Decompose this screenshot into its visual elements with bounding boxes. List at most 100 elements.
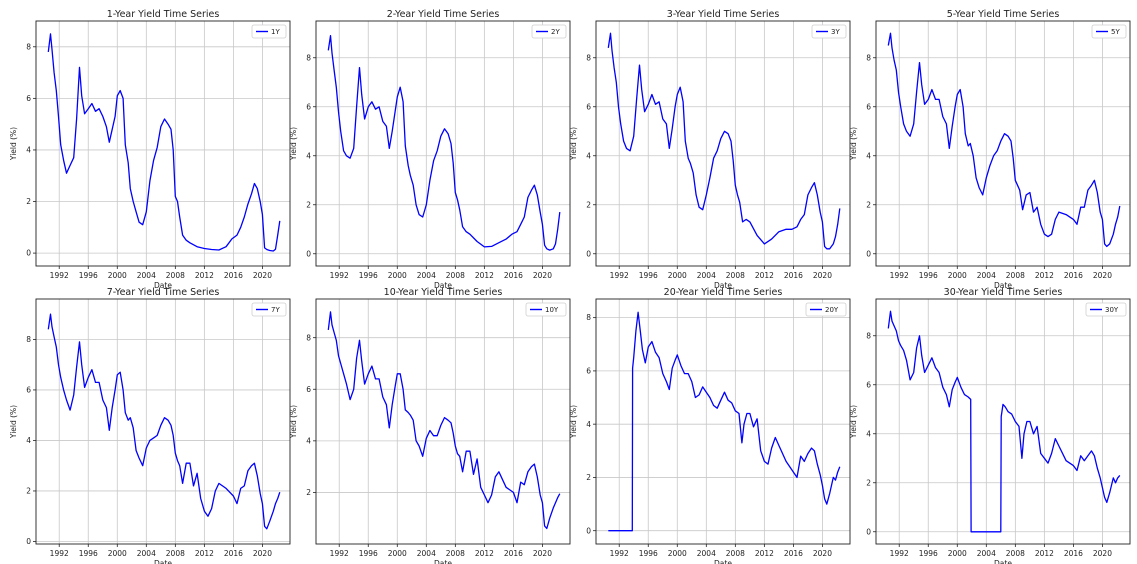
series-line-10y — [327, 311, 561, 530]
y-tick-label: 4 — [306, 151, 311, 160]
y-tick-label: 0 — [306, 249, 311, 258]
x-tick-label: 2008 — [446, 271, 465, 280]
y-tick-label: 4 — [866, 429, 871, 438]
x-tick-label: 2000 — [668, 549, 687, 558]
x-tick-label: 2008 — [726, 549, 745, 558]
x-tick-label: 1992 — [50, 549, 69, 558]
chart-panel-30y: 1992 1996 2000 2004 2008 2012 2016 2020 0 2 4 6 8 30-… — [849, 287, 1131, 564]
y-axis-label: Yield (%) — [9, 127, 18, 161]
chart-title: 7-Year Yield Time Series — [107, 287, 220, 298]
x-tick-label: 2020 — [813, 271, 832, 280]
y-tick-label: 8 — [586, 53, 591, 62]
plot-frame — [875, 298, 1131, 545]
chart-panel-10y: 1992 1996 2000 2004 2008 2012 2016 2020 2 4 6 8 10-Y… — [289, 287, 571, 564]
chart-title: 3-Year Yield Time Series — [667, 9, 780, 20]
x-axis-label: Date — [714, 281, 732, 290]
x-tick-label: 2016 — [224, 271, 243, 280]
x-tick-label: 2008 — [726, 271, 745, 280]
series-line-7y — [47, 313, 281, 530]
x-tick-label: 2020 — [1093, 271, 1112, 280]
chart-panel-7y: 1992 1996 2000 2004 2008 2012 2016 2020 0 2 4 6 8 7-Y… — [9, 287, 291, 564]
y-axis-label: Yield (%) — [289, 405, 298, 439]
plot-frame — [35, 298, 291, 545]
y-tick-label: 0 — [26, 249, 31, 258]
legend-label: 20Y — [825, 306, 839, 314]
x-tick-label: 2000 — [388, 549, 407, 558]
legend: 7Y — [251, 302, 287, 317]
y-tick-label: 2 — [26, 487, 31, 496]
y-tick-label: 2 — [866, 200, 871, 209]
series-line-30y — [887, 310, 1121, 533]
legend-label: 2Y — [551, 28, 560, 36]
x-tick-label: 1996 — [359, 549, 378, 558]
legend-box — [1085, 302, 1127, 317]
x-tick-label: 2020 — [253, 271, 272, 280]
y-tick-label: 6 — [586, 367, 591, 376]
x-tick-label: 1996 — [79, 271, 98, 280]
legend-label: 1Y — [271, 28, 280, 36]
y-tick-label: 4 — [866, 151, 871, 160]
series-line-20y — [608, 311, 841, 532]
y-axis-label: Yield (%) — [569, 127, 578, 161]
x-axis-label: Date — [154, 281, 172, 290]
plot-frame — [315, 298, 571, 545]
legend: 5Y — [1091, 24, 1127, 39]
x-axis-label: Date — [714, 559, 732, 564]
x-tick-label: 1992 — [330, 549, 349, 558]
y-tick-label: 8 — [306, 53, 311, 62]
x-tick-label: 2020 — [813, 549, 832, 558]
y-axis-label: Yield (%) — [569, 405, 578, 439]
x-tick-label: 2012 — [195, 271, 214, 280]
x-tick-label: 1992 — [890, 271, 909, 280]
y-tick-label: 2 — [26, 197, 31, 206]
legend-label: 10Y — [545, 306, 559, 314]
x-tick-label: 1996 — [639, 271, 658, 280]
legend-label: 3Y — [831, 28, 840, 36]
plot-frame — [315, 20, 571, 267]
legend: 30Y — [1085, 302, 1127, 317]
series-line-2y — [327, 35, 561, 251]
plot-frame — [875, 20, 1131, 267]
y-axis-label: Yield (%) — [849, 405, 858, 439]
chart-title: 20-Year Yield Time Series — [664, 287, 783, 298]
x-tick-label: 1992 — [610, 549, 629, 558]
legend-label: 5Y — [1111, 28, 1120, 36]
x-tick-label: 2016 — [784, 549, 803, 558]
y-tick-label: 2 — [866, 478, 871, 487]
x-tick-label: 2012 — [755, 549, 774, 558]
chart-title: 5-Year Yield Time Series — [947, 9, 1060, 20]
y-tick-label: 2 — [586, 200, 591, 209]
x-tick-label: 2020 — [533, 549, 552, 558]
legend-box — [805, 302, 847, 317]
plot-frame — [595, 20, 851, 267]
chart-panel-2y: 1992 1996 2000 2004 2008 2012 2016 2020 0 2 4 6 8 2-Y… — [289, 9, 571, 290]
chart-panel-20y: 1992 1996 2000 2004 2008 2012 2016 2020 0 2 4 6 8 20-… — [569, 287, 851, 564]
y-tick-label: 6 — [866, 380, 871, 389]
legend-box — [531, 24, 567, 39]
x-tick-label: 2020 — [253, 549, 272, 558]
y-tick-label: 4 — [586, 420, 591, 429]
y-tick-label: 8 — [26, 335, 31, 344]
y-tick-label: 8 — [866, 53, 871, 62]
x-tick-label: 2012 — [475, 549, 494, 558]
x-tick-label: 2008 — [1006, 271, 1025, 280]
chart-title: 1-Year Yield Time Series — [107, 9, 220, 20]
y-tick-label: 2 — [306, 200, 311, 209]
x-tick-label: 2000 — [668, 271, 687, 280]
x-axis-label: Date — [994, 281, 1012, 290]
chart-panel-5y: 1992 1996 2000 2004 2008 2012 2016 2020 0 2 4 6 8 5-Y… — [849, 9, 1131, 290]
legend: 1Y — [251, 24, 287, 39]
x-tick-label: 1996 — [79, 549, 98, 558]
x-axis-label: Date — [994, 559, 1012, 564]
chart-title: 30-Year Yield Time Series — [944, 287, 1063, 298]
x-tick-label: 2008 — [1006, 549, 1025, 558]
legend: 2Y — [531, 24, 567, 39]
y-axis-label: Yield (%) — [9, 405, 18, 439]
y-tick-label: 6 — [26, 386, 31, 395]
x-axis-label: Date — [434, 281, 452, 290]
x-tick-label: 2020 — [1093, 549, 1112, 558]
y-tick-label: 4 — [26, 146, 31, 155]
legend-box — [811, 24, 847, 39]
x-axis-label: Date — [434, 559, 452, 564]
